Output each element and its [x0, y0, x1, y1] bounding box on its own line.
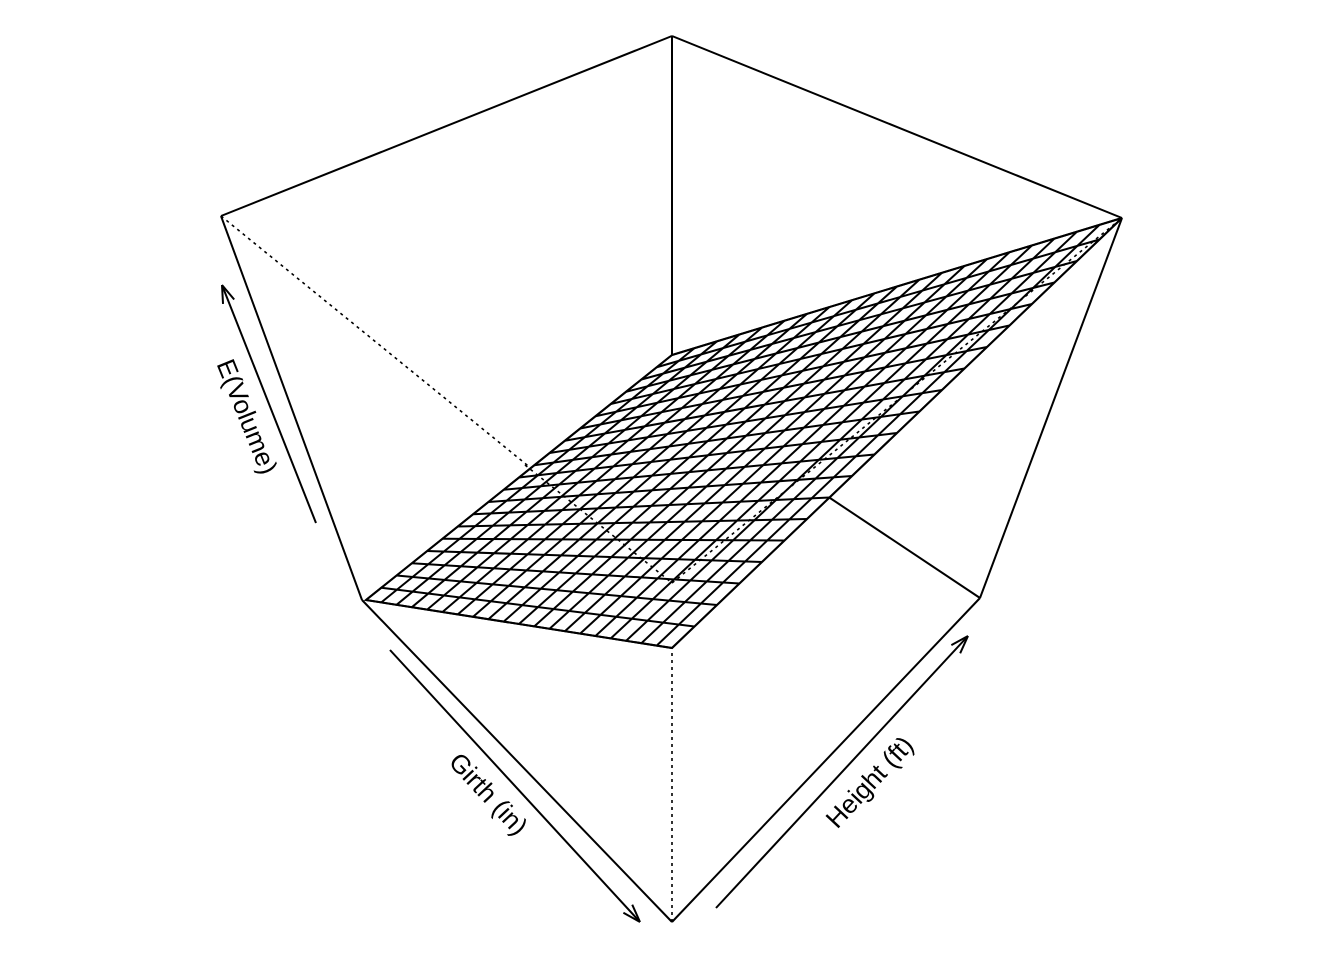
mesh-line	[610, 303, 1033, 405]
box-edge	[220, 215, 363, 601]
mesh-line	[656, 224, 1101, 647]
x-axis-arrow-head	[622, 911, 641, 923]
regression-surface	[363, 217, 1123, 650]
mesh-line	[534, 410, 920, 467]
mesh-line	[518, 432, 898, 479]
box-edge	[671, 597, 981, 923]
box-edge	[979, 217, 1123, 599]
mesh-line	[671, 217, 1123, 649]
mesh-line	[640, 230, 1078, 644]
mesh-line	[595, 324, 1010, 418]
x-axis-label: Girth (in)	[443, 747, 534, 841]
mesh-line	[641, 260, 1078, 381]
mesh-line	[564, 265, 966, 632]
y-axis-arrow	[715, 635, 969, 909]
mesh-line	[564, 367, 965, 442]
mesh-line	[610, 244, 1033, 640]
x-axis-arrow-head	[631, 904, 641, 923]
box-edge	[671, 35, 1123, 219]
z-axis-arrow	[221, 284, 317, 524]
mesh-line	[656, 238, 1100, 369]
mesh-line	[548, 272, 943, 630]
box-edge	[220, 35, 673, 217]
y-axis-label: Height (ft)	[820, 730, 920, 834]
y-axis-arrow-head	[950, 635, 969, 647]
x-axis-arrow	[389, 649, 641, 923]
mesh-line	[671, 217, 1123, 356]
box-edge	[829, 497, 981, 599]
mesh-line	[580, 346, 988, 430]
mesh-line	[579, 258, 988, 635]
y-axis-arrow-head	[959, 635, 969, 654]
hidden-edge	[671, 217, 1123, 584]
mesh-line	[625, 237, 1056, 642]
box-edge	[361, 599, 673, 923]
axis-arrows	[221, 284, 969, 923]
mesh-line	[625, 281, 1055, 393]
z-axis-arrow-head	[221, 284, 235, 301]
z-axis-arrow-head	[221, 284, 225, 304]
box-edges	[220, 35, 1123, 923]
mesh-line	[533, 278, 921, 628]
see-through-edges	[524, 217, 1123, 584]
mesh-line	[549, 389, 943, 454]
mesh-line	[594, 251, 1011, 637]
